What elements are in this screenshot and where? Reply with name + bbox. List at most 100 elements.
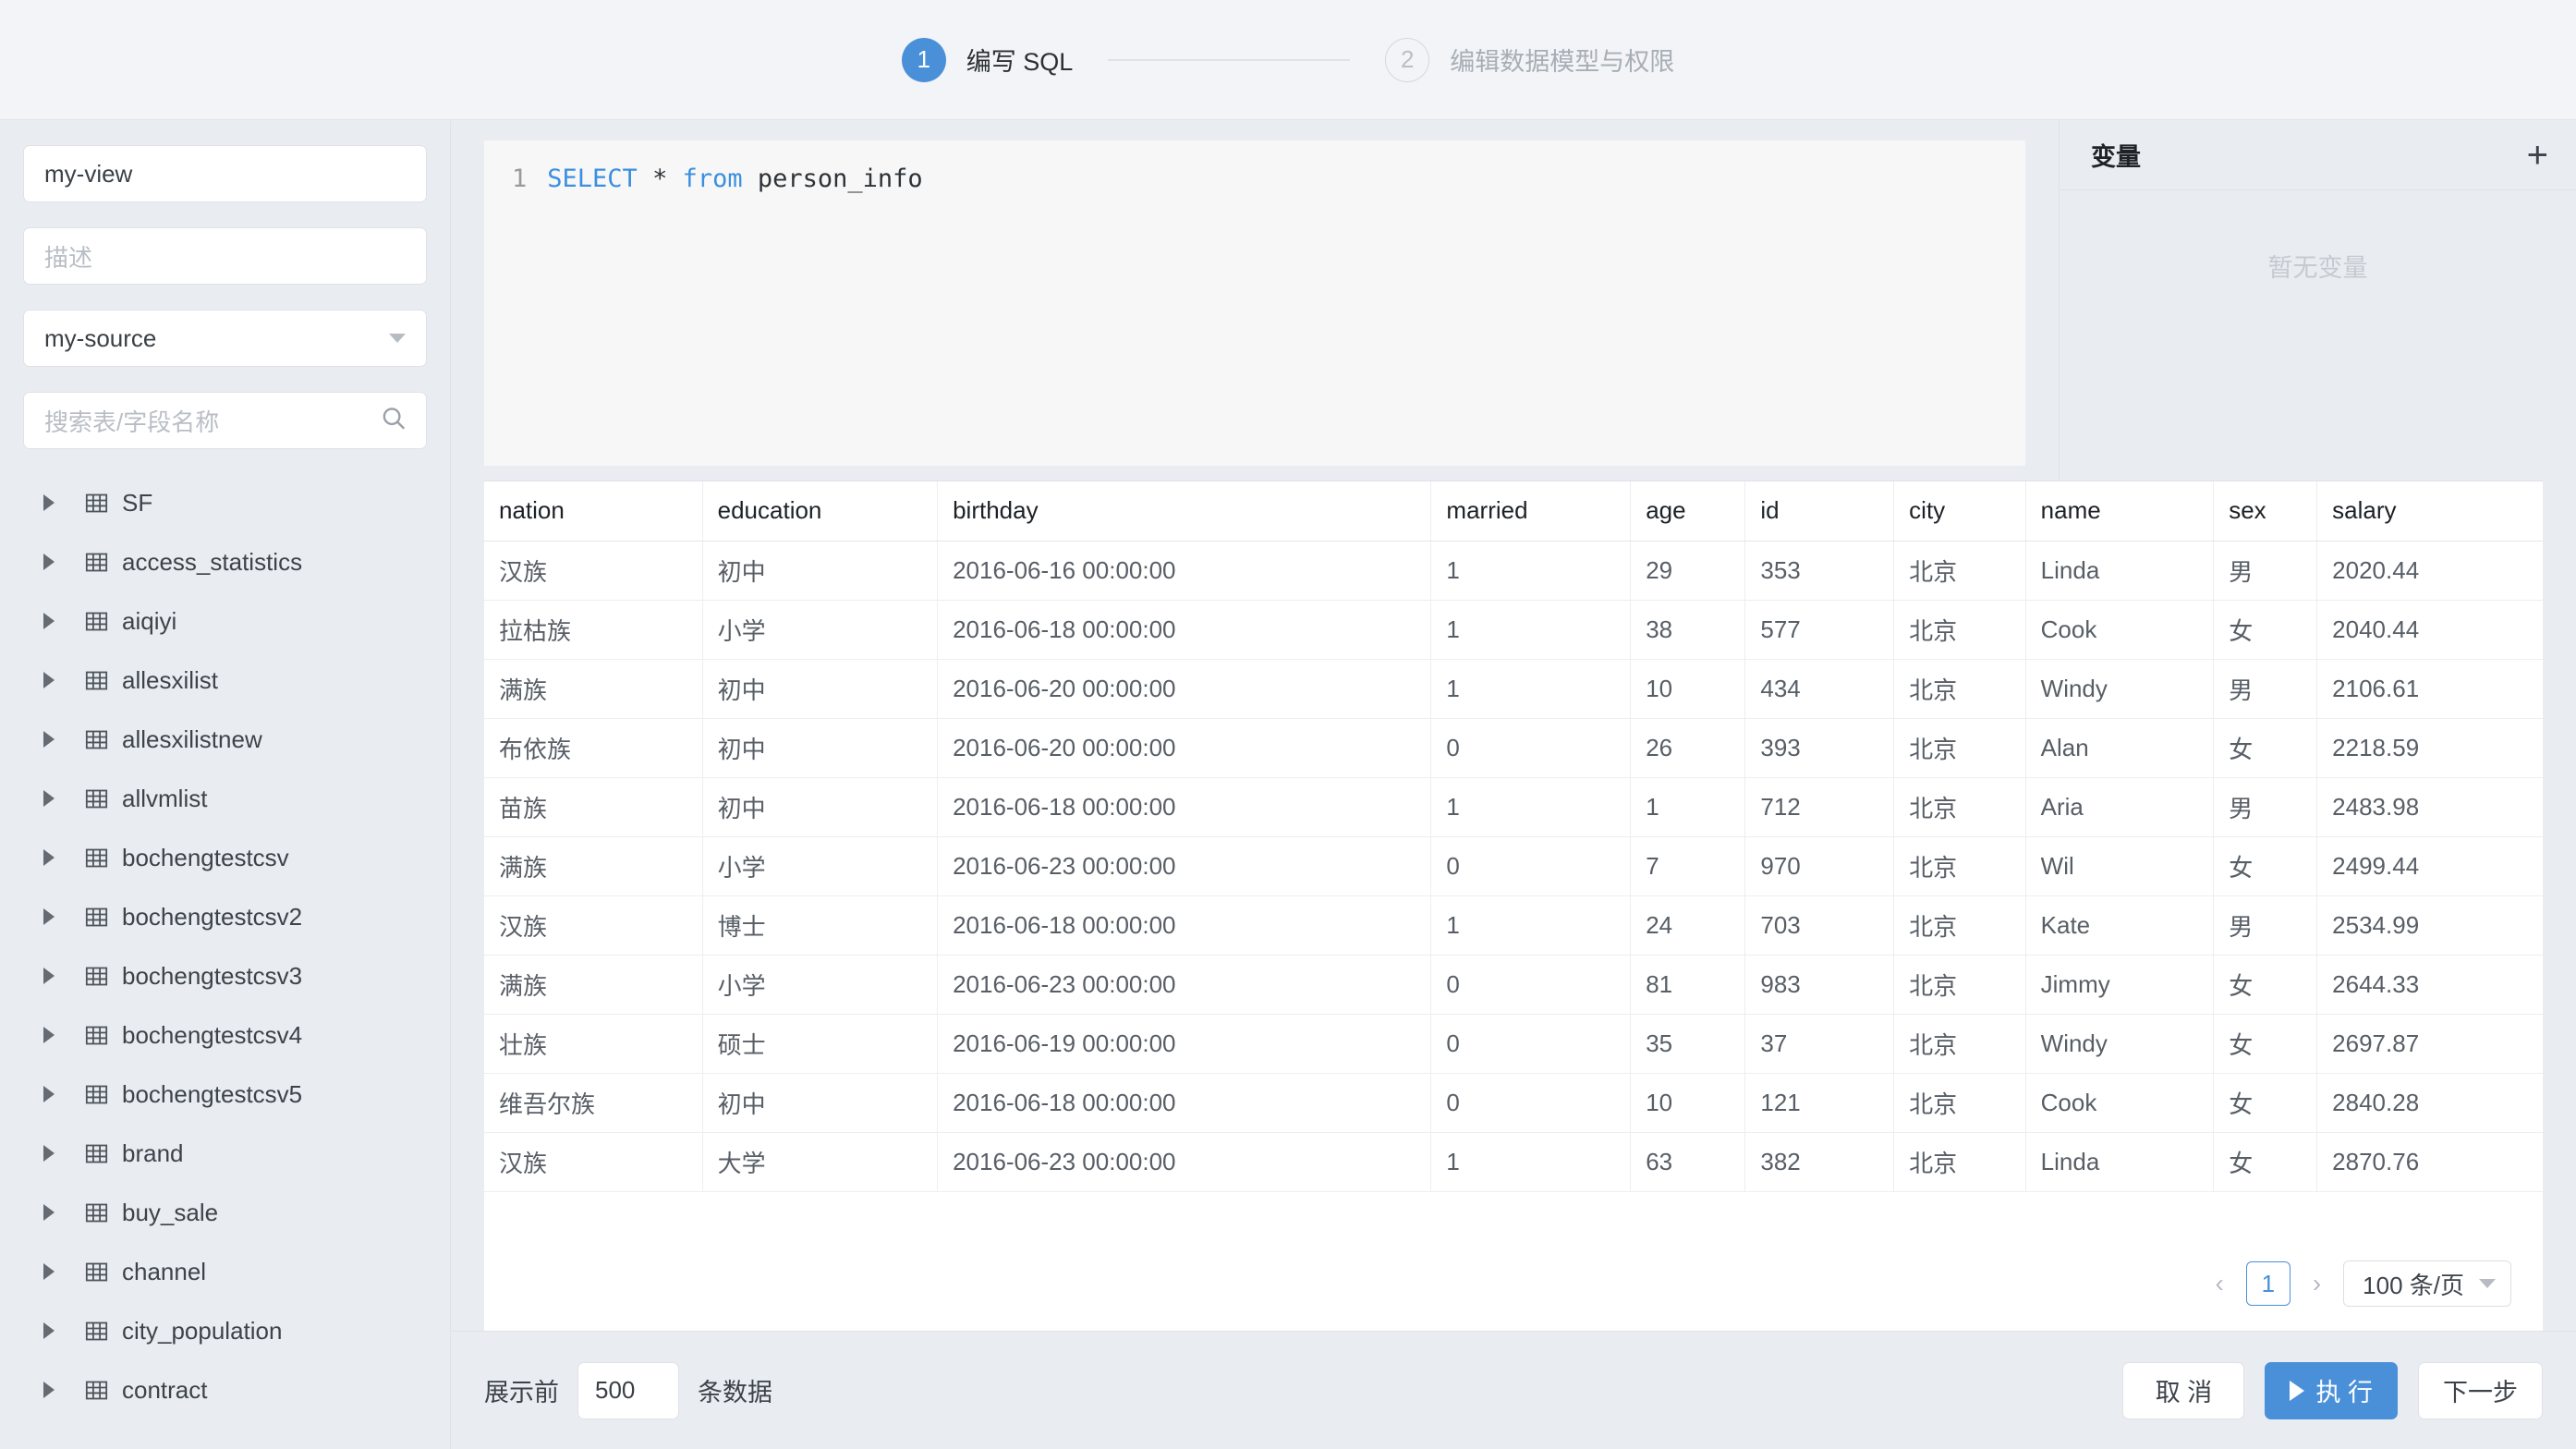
table-tree-item[interactable]: allvmlist — [23, 769, 427, 828]
table-icon — [84, 1319, 109, 1344]
step-1-write-sql[interactable]: 1 编写 SQL — [901, 37, 1073, 82]
main-content: 1 SELECT * from person_info 变量 + 暂无变量 — [451, 120, 2576, 1449]
next-step-button[interactable]: 下一步 — [2418, 1361, 2543, 1419]
column-header-education[interactable]: education — [702, 481, 939, 542]
table-tree-item[interactable]: allesxilist — [23, 651, 427, 710]
description-field[interactable]: 描述 — [23, 227, 427, 285]
run-button[interactable]: 执 行 — [2265, 1361, 2398, 1419]
cell-married: 0 — [1430, 836, 1632, 896]
table-row[interactable]: 满族 初中 2016-06-20 00:00:00 1 10 434 北京 Wi… — [484, 659, 2543, 719]
caret-right-icon[interactable] — [43, 790, 55, 807]
cell-name: Wil — [2025, 836, 2215, 896]
table-row[interactable]: 汉族 初中 2016-06-16 00:00:00 1 29 353 北京 Li… — [484, 541, 2543, 601]
table-tree-item[interactable]: bochengtestcsv — [23, 828, 427, 887]
step-2-edit-model-permissions[interactable]: 2 编辑数据模型与权限 — [1385, 37, 1674, 82]
table-row[interactable]: 壮族 硕士 2016-06-19 00:00:00 0 35 37 北京 Win… — [484, 1014, 2543, 1074]
step-2-number: 2 — [1385, 37, 1430, 82]
page-size-select[interactable]: 100 条/页 — [2343, 1260, 2511, 1307]
cell-salary: 2020.44 — [2316, 541, 2543, 601]
table-search-input[interactable]: 搜索表/字段名称 — [23, 392, 427, 449]
caret-right-icon[interactable] — [43, 554, 55, 570]
table-row[interactable]: 拉枯族 小学 2016-06-18 00:00:00 1 38 577 北京 C… — [484, 600, 2543, 660]
table-row[interactable]: 维吾尔族 初中 2016-06-18 00:00:00 0 10 121 北京 … — [484, 1073, 2543, 1133]
table-row[interactable]: 满族 小学 2016-06-23 00:00:00 0 7 970 北京 Wil… — [484, 836, 2543, 896]
table-icon — [84, 550, 109, 575]
cell-id: 970 — [1744, 836, 1895, 896]
table-tree-item[interactable]: bochengtestcsv2 — [23, 887, 427, 946]
table-tree-item[interactable]: allesxilistnew — [23, 710, 427, 769]
caret-right-icon[interactable] — [43, 849, 55, 866]
caret-right-icon[interactable] — [43, 494, 55, 511]
caret-right-icon[interactable] — [43, 1263, 55, 1280]
caret-right-icon[interactable] — [43, 968, 55, 984]
prev-page-button[interactable]: ‹ — [2215, 1269, 2224, 1297]
table-row[interactable]: 满族 小学 2016-06-23 00:00:00 0 81 983 北京 Ji… — [484, 955, 2543, 1015]
cell-birthday: 2016-06-18 00:00:00 — [937, 1073, 1432, 1133]
row-limit-input[interactable]: 500 — [577, 1361, 679, 1419]
view-name-field[interactable]: my-view — [23, 145, 427, 202]
cell-married: 1 — [1430, 541, 1632, 601]
table-tree-item[interactable]: bochengtestcsv4 — [23, 1005, 427, 1065]
sql-editor[interactable]: 1 SELECT * from person_info — [484, 140, 2025, 466]
table-row[interactable]: 布依族 初中 2016-06-20 00:00:00 0 26 393 北京 A… — [484, 718, 2543, 778]
chevron-down-icon — [2479, 1279, 2496, 1288]
cell-salary: 2840.28 — [2316, 1073, 2543, 1133]
table-name-label: bochengtestcsv5 — [122, 1079, 303, 1108]
table-tree-item[interactable]: bochengtestcsv3 — [23, 946, 427, 1005]
table-row[interactable]: 苗族 初中 2016-06-18 00:00:00 1 1 712 北京 Ari… — [484, 777, 2543, 837]
table-row[interactable]: 汉族 博士 2016-06-18 00:00:00 1 24 703 北京 Ka… — [484, 895, 2543, 956]
caret-right-icon[interactable] — [43, 1145, 55, 1162]
cancel-button[interactable]: 取 消 — [2122, 1361, 2245, 1419]
cell-city: 北京 — [1893, 895, 2026, 956]
cell-education: 博士 — [702, 895, 939, 956]
table-tree-item[interactable]: aiqiyi — [23, 591, 427, 651]
cell-city: 北京 — [1893, 836, 2026, 896]
cell-married: 0 — [1430, 1073, 1632, 1133]
column-header-salary[interactable]: salary — [2316, 481, 2543, 542]
cell-name: Kate — [2025, 895, 2215, 956]
caret-right-icon[interactable] — [43, 613, 55, 629]
table-icon — [84, 964, 109, 989]
column-header-sex[interactable]: sex — [2213, 481, 2318, 542]
cell-education: 小学 — [702, 955, 939, 1015]
table-tree-item[interactable]: contract — [23, 1360, 427, 1419]
table-tree-item[interactable]: buy_sale — [23, 1183, 427, 1242]
column-header-name[interactable]: name — [2025, 481, 2215, 542]
next-page-button[interactable]: › — [2312, 1269, 2322, 1297]
cell-married: 0 — [1430, 955, 1632, 1015]
column-header-city[interactable]: city — [1893, 481, 2026, 542]
cell-nation: 维吾尔族 — [484, 1073, 703, 1133]
data-source-select[interactable]: my-source — [23, 310, 427, 367]
editor-and-variables: 1 SELECT * from person_info 变量 + 暂无变量 — [451, 120, 2576, 481]
table-tree-item[interactable]: brand — [23, 1124, 427, 1183]
table-tree-item[interactable]: access_statistics — [23, 532, 427, 591]
table-icon — [84, 727, 109, 752]
table-row[interactable]: 汉族 大学 2016-06-23 00:00:00 1 63 382 北京 Li… — [484, 1132, 2543, 1192]
caret-right-icon[interactable] — [43, 672, 55, 688]
table-tree-item[interactable]: city_population — [23, 1301, 427, 1360]
column-header-id[interactable]: id — [1744, 481, 1895, 542]
caret-right-icon[interactable] — [43, 908, 55, 925]
caret-right-icon[interactable] — [43, 1382, 55, 1398]
row-limit-suffix-label: 条数据 — [698, 1379, 772, 1406]
caret-right-icon[interactable] — [43, 1322, 55, 1339]
add-variable-icon[interactable]: + — [2526, 134, 2548, 176]
cell-sex: 女 — [2213, 836, 2318, 896]
cell-id: 983 — [1744, 955, 1895, 1015]
cell-education: 硕士 — [702, 1014, 939, 1074]
page-number-1[interactable]: 1 — [2245, 1261, 2290, 1306]
column-header-nation[interactable]: nation — [484, 481, 703, 542]
column-header-married[interactable]: married — [1430, 481, 1632, 542]
table-tree-item[interactable]: channel — [23, 1242, 427, 1301]
cell-nation: 满族 — [484, 955, 703, 1015]
caret-right-icon[interactable] — [43, 1027, 55, 1043]
table-name-label: aiqiyi — [122, 606, 177, 635]
table-tree-item[interactable]: bochengtestcsv5 — [23, 1065, 427, 1124]
caret-right-icon[interactable] — [43, 1086, 55, 1102]
column-header-birthday[interactable]: birthday — [937, 481, 1432, 542]
caret-right-icon[interactable] — [43, 1204, 55, 1221]
table-tree-item[interactable]: SF — [23, 473, 427, 532]
cell-age: 10 — [1630, 659, 1746, 719]
caret-right-icon[interactable] — [43, 731, 55, 748]
column-header-age[interactable]: age — [1630, 481, 1746, 542]
